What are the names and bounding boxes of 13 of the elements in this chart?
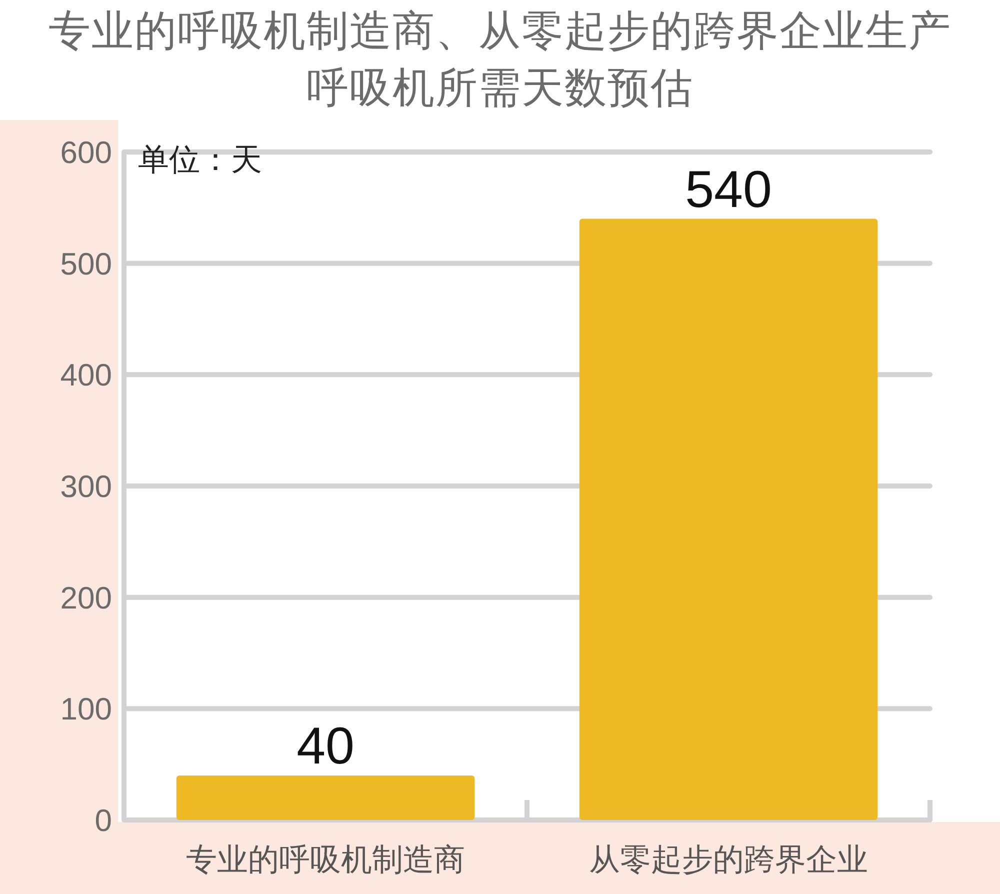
chart-title: 专业的呼吸机制造商、从零起步的跨界企业生产呼吸机所需天数预估 <box>48 6 952 113</box>
y-tick-label: 500 <box>60 246 112 282</box>
x-tick-label: 从零起步的跨界企业 <box>589 842 868 877</box>
data-label: 40 <box>296 717 354 776</box>
y-tick-label: 300 <box>60 469 112 504</box>
y-tick-label: 600 <box>60 135 112 170</box>
y-tick-label: 400 <box>60 358 112 393</box>
y-tick-label: 100 <box>60 692 112 727</box>
annotation: 单位：天 <box>138 142 262 177</box>
y-tick-label: 200 <box>60 580 112 616</box>
data-label: 540 <box>685 160 772 219</box>
y-tick-label: 0 <box>94 803 112 838</box>
x-tick-label: 专业的呼吸机制造商 <box>186 842 465 877</box>
